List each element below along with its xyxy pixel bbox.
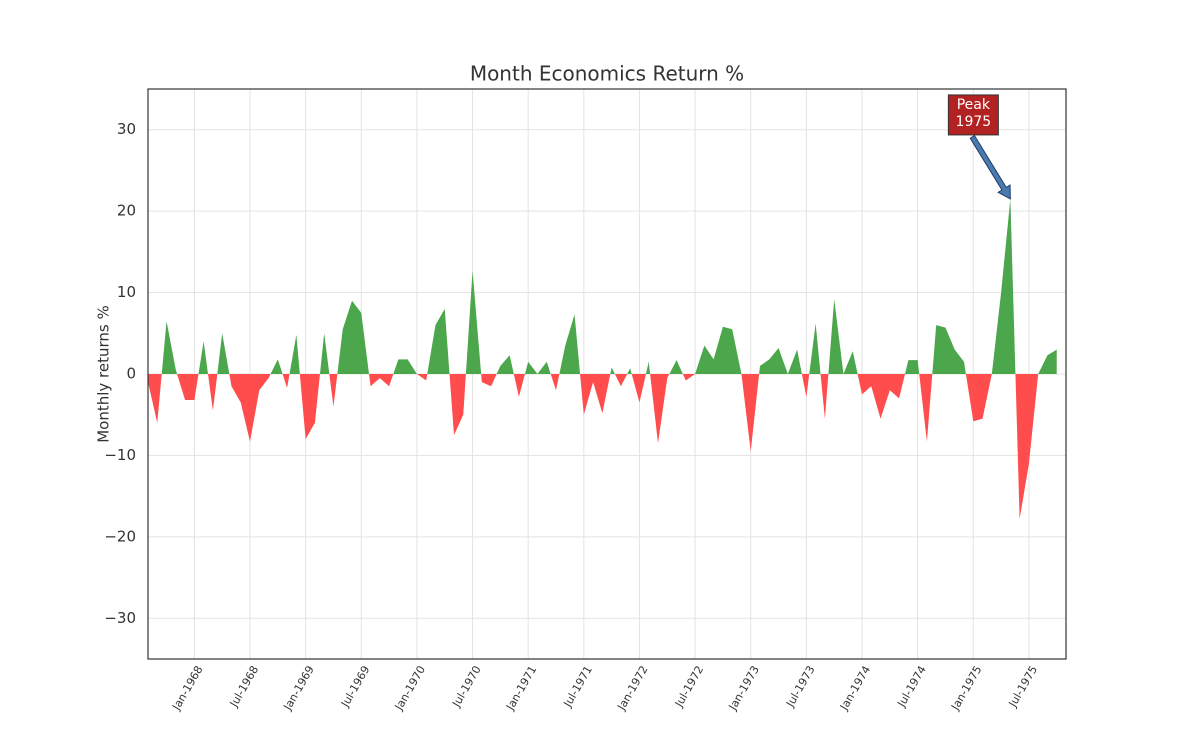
annotation-text: Peak: [957, 97, 991, 113]
x-tick-label: Jul-1975: [1006, 664, 1040, 711]
y-tick-label: 20: [117, 202, 136, 220]
plot-frame: [147, 88, 1067, 660]
x-tick-label: Jan-1969: [281, 664, 317, 714]
positive-area: [148, 198, 1057, 374]
arrow: [969, 134, 1011, 200]
x-tick-label: Jul-1974: [894, 664, 928, 711]
y-tick-label: −20: [104, 527, 136, 545]
y-tick-label: 10: [117, 283, 136, 301]
x-tick-label: Jul-1969: [338, 664, 372, 711]
x-tick-label: Jul-1968: [227, 664, 261, 711]
x-tick-label: Jan-1972: [614, 664, 650, 714]
x-tick-label: Jan-1970: [392, 664, 428, 714]
annotation-arrow: [969, 134, 1011, 200]
y-axis-label: Monthly returns %: [95, 305, 113, 443]
annotation-text: 1975: [956, 114, 992, 130]
y-tick-label: −30: [104, 609, 136, 627]
chart-title: Month Economics Return %: [470, 62, 744, 86]
x-tick-label: Jan-1968: [169, 664, 205, 714]
negative-area: [148, 374, 1057, 519]
x-tick-label: Jul-1971: [561, 664, 595, 711]
x-tick-label: Jan-1974: [837, 664, 873, 714]
x-tick-label: Jan-1971: [503, 664, 539, 714]
x-tick-label: Jan-1975: [948, 664, 984, 714]
x-tick-label: Jul-1973: [783, 664, 817, 711]
annotation-box: [947, 94, 999, 136]
y-tick-label: −10: [104, 446, 136, 464]
x-tick-label: Jul-1972: [672, 664, 706, 711]
x-tick-label: Jan-1973: [726, 664, 762, 714]
y-tick-label: 0: [126, 365, 136, 383]
y-tick-label: 30: [117, 120, 136, 138]
x-tick-label: Jul-1970: [449, 664, 483, 711]
